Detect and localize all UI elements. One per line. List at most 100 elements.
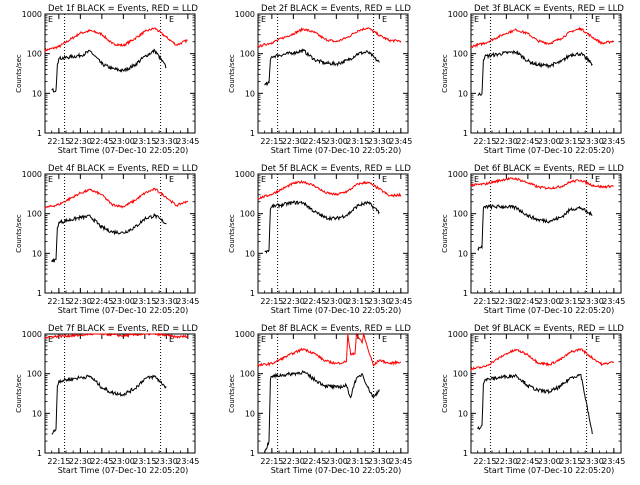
- x-tick-label: 23:30: [155, 457, 178, 466]
- lld-series-line: [44, 187, 189, 210]
- x-tick-label: 22:30: [69, 137, 92, 146]
- y-tick-label: 100: [27, 50, 42, 59]
- x-tick-label: 22:45: [303, 297, 326, 306]
- corner-marker-left: E: [261, 15, 266, 24]
- plot-frame: [44, 173, 196, 294]
- x-tick-label: 23:00: [325, 457, 348, 466]
- x-tick-label: 23:45: [389, 297, 412, 306]
- x-tick-label: 22:45: [303, 457, 326, 466]
- panel-title: Det 9f BLACK = Events, RED = LLD: [474, 324, 624, 334]
- corner-marker-left: E: [48, 335, 53, 344]
- x-tick-label: 22:45: [516, 137, 539, 146]
- panel-title: Det 4f BLACK = Events, RED = LLD: [48, 164, 198, 174]
- x-tick-label: 22:30: [282, 297, 305, 306]
- plot-frame: [44, 333, 196, 454]
- x-tick-label: 23:45: [389, 457, 412, 466]
- x-tick-label: 23:45: [176, 137, 199, 146]
- y-tick-label: 100: [27, 210, 42, 219]
- y-tick-label: 1000: [448, 10, 468, 19]
- x-tick-label: 22:45: [303, 137, 326, 146]
- x-tick-label: 22:45: [516, 297, 539, 306]
- events-series-line: [477, 49, 593, 96]
- x-tick-label: 22:15: [47, 457, 70, 466]
- x-tick-label: 22:45: [90, 137, 113, 146]
- x-axis-label: Start Time (07-Dec-10 22:05:20): [484, 466, 615, 475]
- x-tick-label: 23:00: [538, 137, 561, 146]
- plot-frame: [470, 173, 622, 294]
- x-tick-label: 23:45: [602, 297, 625, 306]
- lld-series-line: [257, 27, 402, 48]
- events-series-line: [51, 374, 167, 435]
- plot-frame: [470, 13, 622, 134]
- corner-marker-right: E: [169, 175, 174, 184]
- x-tick-label: 23:45: [176, 457, 199, 466]
- corner-marker-right: E: [382, 175, 387, 184]
- y-tick-label: 1: [37, 129, 42, 138]
- lld-series-line: [44, 27, 188, 53]
- corner-marker-left: E: [474, 15, 479, 24]
- y-tick-label: 10: [32, 409, 42, 418]
- corner-marker-left: E: [474, 175, 479, 184]
- x-tick-label: 23:15: [346, 457, 369, 466]
- x-tick-label: 22:30: [495, 457, 518, 466]
- plot-frame: [257, 13, 409, 134]
- x-tick-label: 23:30: [581, 297, 604, 306]
- x-tick-label: 23:15: [559, 297, 582, 306]
- panel-title: Det 8f BLACK = Events, RED = LLD: [261, 324, 411, 334]
- y-tick-label: 1: [250, 289, 255, 298]
- y-axis-label: Counts/sec: [441, 54, 449, 93]
- y-tick-label: 100: [453, 370, 468, 379]
- y-tick-label: 10: [32, 89, 42, 98]
- x-axis-label: Start Time (07-Dec-10 22:05:20): [271, 466, 402, 475]
- x-tick-label: 22:30: [282, 457, 305, 466]
- corner-marker-right: E: [595, 335, 600, 344]
- y-tick-label: 1: [37, 449, 42, 458]
- x-tick-label: 22:15: [473, 137, 496, 146]
- x-tick-label: 23:00: [325, 297, 348, 306]
- y-tick-label: 1000: [22, 10, 42, 19]
- y-tick-label: 10: [245, 89, 255, 98]
- x-tick-label: 23:30: [368, 297, 391, 306]
- y-tick-label: 10: [458, 89, 468, 98]
- corner-marker-right: E: [169, 15, 174, 24]
- x-tick-label: 23:15: [133, 297, 156, 306]
- y-axis-label: Counts/sec: [15, 54, 23, 93]
- y-tick-label: 100: [453, 210, 468, 219]
- y-tick-label: 100: [453, 50, 468, 59]
- y-tick-label: 1: [463, 129, 468, 138]
- x-tick-label: 22:15: [47, 297, 70, 306]
- y-tick-label: 1000: [235, 330, 255, 339]
- x-tick-label: 22:15: [47, 137, 70, 146]
- x-tick-label: 22:45: [90, 457, 113, 466]
- x-axis-label: Start Time (07-Dec-10 22:05:20): [58, 146, 189, 155]
- y-axis-label: Counts/sec: [15, 374, 23, 413]
- corner-marker-right: E: [595, 15, 600, 24]
- lld-series-line: [44, 332, 188, 339]
- x-tick-label: 23:15: [559, 137, 582, 146]
- corner-marker-left: E: [261, 175, 266, 184]
- x-tick-label: 23:15: [559, 457, 582, 466]
- x-tick-label: 23:45: [602, 457, 625, 466]
- y-axis-label: Counts/sec: [15, 214, 23, 253]
- x-tick-label: 23:15: [133, 137, 156, 146]
- y-axis-label: Counts/sec: [228, 374, 236, 413]
- corner-marker-left: E: [261, 335, 266, 344]
- x-tick-label: 23:30: [155, 297, 178, 306]
- y-axis-label: Counts/sec: [441, 214, 449, 253]
- y-tick-label: 1000: [448, 330, 468, 339]
- x-tick-label: 23:45: [176, 297, 199, 306]
- x-tick-label: 23:30: [581, 137, 604, 146]
- x-tick-label: 22:15: [473, 457, 496, 466]
- x-tick-label: 22:30: [282, 137, 305, 146]
- x-tick-label: 22:30: [495, 137, 518, 146]
- events-series-line: [477, 203, 593, 252]
- corner-marker-right: E: [595, 175, 600, 184]
- panel-title: Det 3f BLACK = Events, RED = LLD: [474, 4, 624, 14]
- events-series-line: [264, 369, 380, 454]
- y-tick-label: 1: [250, 129, 255, 138]
